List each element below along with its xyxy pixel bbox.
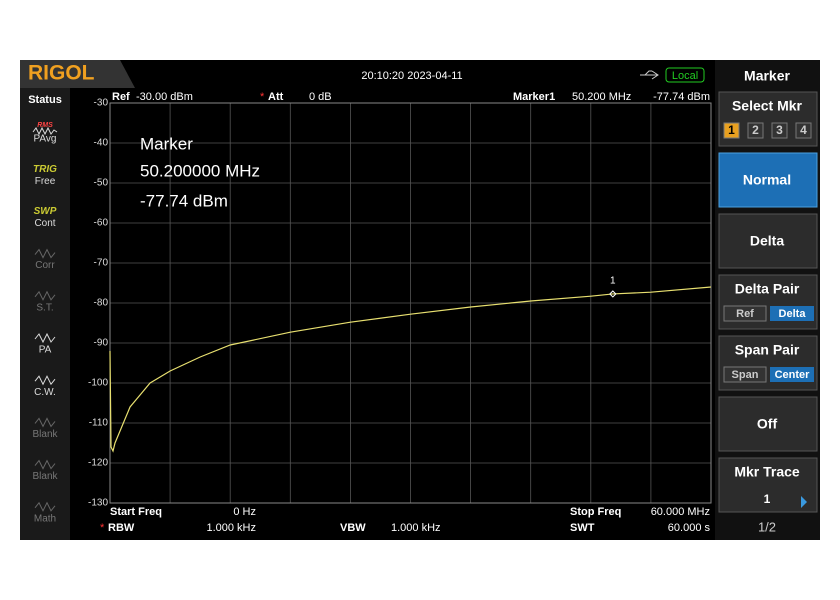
status-icon <box>34 332 56 344</box>
marker-label: 1 <box>610 276 616 287</box>
normal-label: Normal <box>743 172 791 188</box>
y-tick-label: -90 <box>94 338 109 349</box>
swt-value: 60.000 s <box>668 522 711 534</box>
delta-option: Delta <box>779 308 807 320</box>
status-label: PAvg <box>34 134 57 145</box>
center-option-box <box>770 367 814 382</box>
rbw-label: RBW <box>108 522 135 534</box>
rbw-flag: * <box>100 522 105 534</box>
arrow <box>801 496 807 508</box>
mkr-option: 2 <box>752 123 759 137</box>
y-tick-label: -100 <box>88 378 108 389</box>
normal-button[interactable] <box>718 152 818 208</box>
mkr-option: 4 <box>800 123 807 137</box>
status-icon <box>34 248 56 259</box>
status-icon <box>32 126 58 136</box>
vbw-value: 1.000 kHz <box>391 522 441 534</box>
trace <box>109 286 712 453</box>
status-top: TRIG <box>33 164 57 175</box>
status-label: C.W. <box>34 387 56 398</box>
center-option: Center <box>775 369 811 381</box>
marker-point <box>609 290 617 298</box>
status-title: Status <box>28 94 62 106</box>
logo-bg <box>20 60 135 88</box>
span-option-box <box>723 366 767 383</box>
status-label: Corr <box>35 260 55 271</box>
screen-bg <box>20 60 820 540</box>
status-label: Blank <box>32 429 58 440</box>
rbw-value: 1.000 kHz <box>206 522 256 534</box>
status-icon <box>34 375 56 386</box>
select-mkr-label: Select Mkr <box>732 98 803 114</box>
status-icon <box>34 459 56 470</box>
datetime: 20:10:20 2023-04-11 <box>361 70 462 82</box>
mkr-option-box <box>795 122 812 139</box>
marker-freq: 50.200 MHz <box>572 91 631 103</box>
logo: RIGOL <box>28 62 95 85</box>
status-label: S.T. <box>36 302 53 313</box>
start-value: 0 Hz <box>233 506 256 518</box>
ref-option: Ref <box>736 308 754 320</box>
ref-label: Ref <box>112 91 130 103</box>
mkr-option-box <box>747 122 764 139</box>
att-label: Att <box>268 91 284 103</box>
y-tick-label: -50 <box>94 178 109 189</box>
att-value: 0 dB <box>309 91 332 103</box>
status-top: RMS <box>37 122 53 129</box>
marker-level: -77.74 dBm <box>653 91 710 103</box>
mkr-option: 1 <box>728 123 735 137</box>
y-tick-label: -70 <box>94 258 109 269</box>
status-icon <box>34 501 56 512</box>
status-icon <box>34 417 56 428</box>
status-label: Blank <box>32 471 58 482</box>
mkr-trace-value: 1 <box>764 492 771 506</box>
y-tick-label: -60 <box>94 218 109 229</box>
mkr-trace-button[interactable] <box>718 457 818 513</box>
y-tick-label: -40 <box>94 138 109 149</box>
start-label: Start Freq <box>110 506 162 518</box>
status-label: PA <box>39 345 52 356</box>
delta-button[interactable] <box>718 213 818 269</box>
usb-icon <box>640 70 659 80</box>
status-label: Free <box>35 176 56 187</box>
y-tick-label: -130 <box>88 498 108 509</box>
status-icon <box>34 290 56 301</box>
stop-value: 60.000 MHz <box>651 506 710 518</box>
delta-option-box <box>770 306 814 321</box>
status-label: Math <box>34 513 56 524</box>
marker-box-level: -77.74 dBm <box>140 191 228 210</box>
vbw-label: VBW <box>340 522 366 534</box>
delta-label: Delta <box>750 233 784 249</box>
mkr-trace-label: Mkr Trace <box>734 464 800 480</box>
mkr-option-box <box>723 122 740 139</box>
off-button[interactable] <box>718 396 818 452</box>
ref-option-box <box>723 305 767 322</box>
ref-value: -30.00 dBm <box>136 91 193 103</box>
span-option: Span <box>732 369 759 381</box>
marker-label: Marker1 <box>513 91 555 103</box>
marker-box-freq: 50.200000 MHz <box>140 161 260 180</box>
local-mode: Local <box>672 70 698 82</box>
page-indicator[interactable]: 1/2 <box>758 519 776 534</box>
status-label: Cont <box>34 218 55 229</box>
status-top: SWP <box>34 206 57 217</box>
mkr-option: 3 <box>776 123 783 137</box>
menu-title: Marker <box>744 68 790 84</box>
y-tick-label: -110 <box>89 418 109 429</box>
span-pair-label: Span Pair <box>735 342 800 358</box>
marker-box-title: Marker <box>140 134 193 153</box>
y-tick-label: -30 <box>94 98 109 109</box>
stop-label: Stop Freq <box>570 506 621 518</box>
delta-pair-label: Delta Pair <box>735 281 800 297</box>
att-flag: * <box>260 91 265 103</box>
y-tick-label: -120 <box>88 458 108 469</box>
off-label: Off <box>757 416 778 432</box>
y-tick-label: -80 <box>94 298 109 309</box>
plot-border <box>109 102 712 504</box>
local-box <box>665 67 705 83</box>
mkr-option-box <box>771 122 788 139</box>
swt-label: SWT <box>570 522 595 534</box>
